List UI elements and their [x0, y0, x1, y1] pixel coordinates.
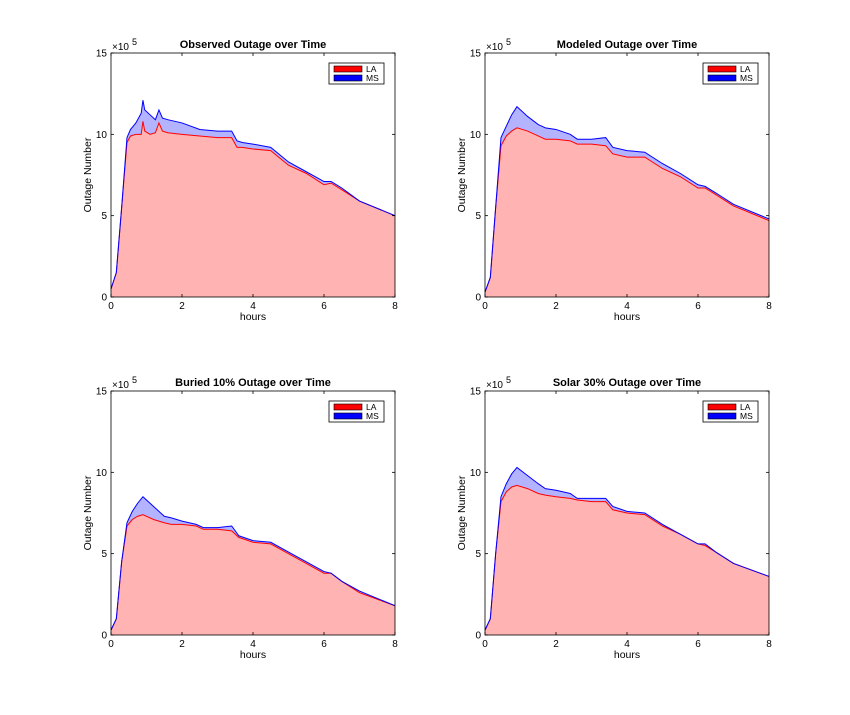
y-multiplier-exponent: 5 — [132, 37, 137, 47]
subplot-title: Observed Outage over Time — [180, 39, 327, 51]
series-la-area — [111, 514, 395, 635]
x-tick-label: 4 — [624, 301, 630, 312]
series-ms-line — [110, 496, 396, 631]
y-tick-label: 15 — [96, 387, 108, 398]
series-ms-line — [110, 100, 396, 290]
x-tick-label: 0 — [482, 639, 488, 650]
y-tick-label: 0 — [101, 293, 107, 304]
y-tick-label: 10 — [470, 468, 482, 479]
series-la-area — [485, 127, 769, 297]
series-la-area — [111, 121, 395, 297]
x-tick-label: 2 — [553, 639, 559, 650]
series-ms-line — [484, 466, 770, 631]
x-tick-label: 4 — [250, 639, 256, 650]
legend-swatch-la — [707, 403, 737, 411]
x-tick-label: 2 — [179, 301, 185, 312]
y-multiplier: ×10 — [112, 42, 129, 53]
y-axis-label: Outage Number — [456, 475, 468, 550]
x-tick-label: 0 — [108, 301, 114, 312]
subplot-title: Buried 10% Outage over Time — [175, 377, 331, 389]
x-tick-label: 2 — [179, 639, 185, 650]
series-la-line — [110, 121, 396, 290]
y-tick-label: 10 — [470, 130, 482, 141]
y-multiplier-exponent: 5 — [506, 37, 511, 47]
series-ms-line — [484, 105, 770, 293]
x-tick-label: 8 — [766, 301, 772, 312]
legend-label-ms: MS — [740, 73, 753, 83]
x-tick-label: 6 — [321, 639, 327, 650]
y-multiplier-exponent: 5 — [506, 375, 511, 385]
legend-swatch-ms — [707, 412, 737, 420]
y-axis-label: Outage Number — [82, 475, 94, 550]
x-tick-label: 6 — [321, 301, 327, 312]
legend-label-la: LA — [366, 402, 377, 412]
legend-swatch-la — [707, 65, 737, 73]
x-tick-label: 0 — [108, 639, 114, 650]
y-multiplier-exponent: 5 — [132, 375, 137, 385]
series-la-line — [110, 514, 396, 631]
y-tick-label: 5 — [475, 549, 481, 560]
x-axis-label: hours — [240, 649, 266, 661]
x-tick-label: 8 — [766, 639, 772, 650]
x-tick-label: 6 — [695, 639, 701, 650]
y-axis-label: Outage Number — [82, 137, 94, 212]
y-tick-label: 10 — [96, 130, 108, 141]
subplot-title: Solar 30% Outage over Time — [553, 377, 701, 389]
y-tick-label: 0 — [475, 293, 481, 304]
x-axis-label: hours — [614, 649, 640, 661]
y-tick-label: 15 — [470, 387, 482, 398]
legend-label-la: LA — [740, 64, 751, 74]
legend-swatch-ms — [707, 74, 737, 82]
x-tick-label: 2 — [553, 301, 559, 312]
x-tick-label: 4 — [250, 301, 256, 312]
legend-swatch-ms — [333, 74, 363, 82]
x-tick-label: 8 — [392, 639, 398, 650]
y-tick-label: 0 — [101, 631, 107, 642]
series-la-line — [484, 127, 770, 293]
legend-label-ms: MS — [366, 73, 379, 83]
y-multiplier: ×10 — [486, 380, 503, 391]
subplot-title: Modeled Outage over Time — [557, 39, 697, 51]
y-tick-label: 5 — [475, 211, 481, 222]
legend-label-la: LA — [366, 64, 377, 74]
legend-swatch-ms — [333, 412, 363, 420]
x-tick-label: 8 — [392, 301, 398, 312]
x-tick-label: 0 — [482, 301, 488, 312]
legend-label-ms: MS — [366, 411, 379, 421]
x-tick-label: 4 — [624, 639, 630, 650]
x-axis-label: hours — [240, 311, 266, 323]
x-tick-label: 6 — [695, 301, 701, 312]
y-multiplier: ×10 — [486, 42, 503, 53]
legend-swatch-la — [333, 403, 363, 411]
x-axis-label: hours — [614, 311, 640, 323]
y-tick-label: 10 — [96, 468, 108, 479]
y-axis-label: Outage Number — [456, 137, 468, 212]
y-tick-label: 5 — [101, 211, 107, 222]
legend-label-ms: MS — [740, 411, 753, 421]
y-tick-label: 0 — [475, 631, 481, 642]
series-la-area — [485, 485, 769, 635]
legend-label-la: LA — [740, 402, 751, 412]
y-multiplier: ×10 — [112, 380, 129, 391]
y-tick-label: 15 — [470, 49, 482, 60]
legend-swatch-la — [333, 65, 363, 73]
y-tick-label: 15 — [96, 49, 108, 60]
y-tick-label: 5 — [101, 549, 107, 560]
